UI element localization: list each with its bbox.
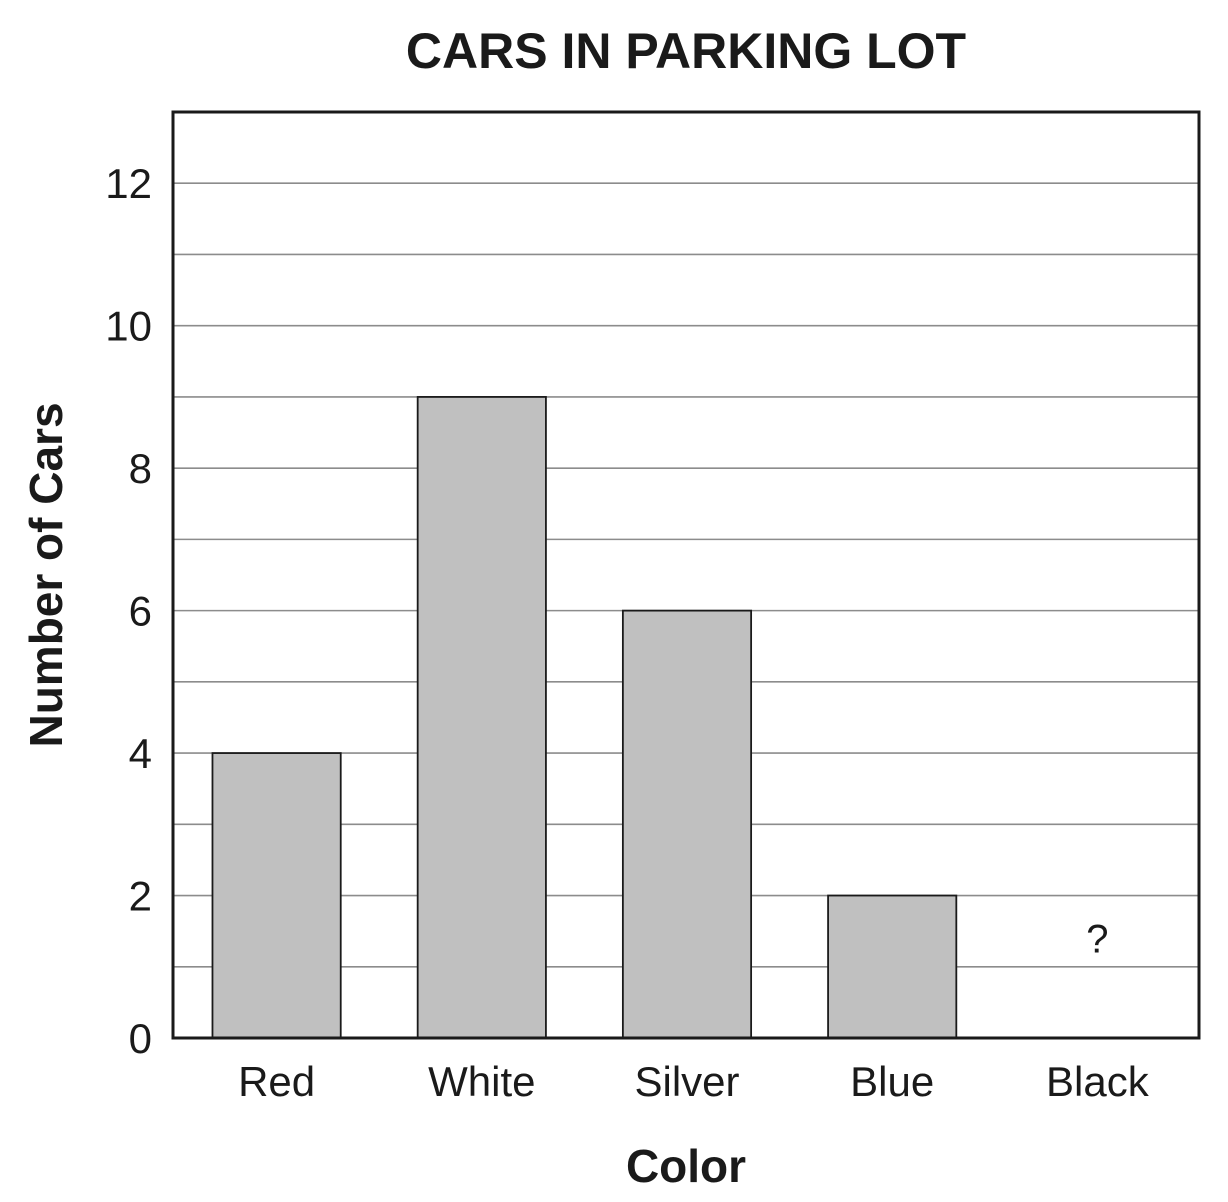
bars — [211, 396, 958, 1039]
x-tick-label: Silver — [634, 1058, 739, 1105]
y-axis-title: Number of Cars — [20, 402, 72, 747]
plot-frame — [171, 110, 1201, 1040]
x-axis-title: Color — [626, 1140, 746, 1192]
y-tick-label: 6 — [129, 588, 152, 635]
x-axis-ticks: Red White Silver Blue Black — [238, 1058, 1150, 1105]
x-tick-label: Blue — [850, 1058, 934, 1105]
x-tick-label: Black — [1046, 1058, 1150, 1105]
y-tick-label: 0 — [129, 1015, 152, 1062]
bar-blue — [827, 894, 958, 1039]
y-axis-ticks: 0 2 4 6 8 10 12 — [105, 160, 152, 1062]
y-tick-label: 12 — [105, 160, 152, 207]
y-tick-label: 8 — [129, 445, 152, 492]
chart-title: CARS IN PARKING LOT — [406, 23, 966, 79]
bar-silver — [621, 609, 753, 1039]
y-tick-label: 4 — [129, 730, 152, 777]
x-tick-label: Red — [238, 1058, 315, 1105]
y-tick-label: 10 — [105, 303, 152, 350]
value-labels: ? — [1086, 917, 1108, 961]
x-tick-label: White — [428, 1058, 535, 1105]
bar-white — [416, 396, 547, 1039]
bar-red — [211, 752, 342, 1039]
y-tick-label: 2 — [129, 873, 152, 920]
value-label-black: ? — [1086, 917, 1108, 961]
